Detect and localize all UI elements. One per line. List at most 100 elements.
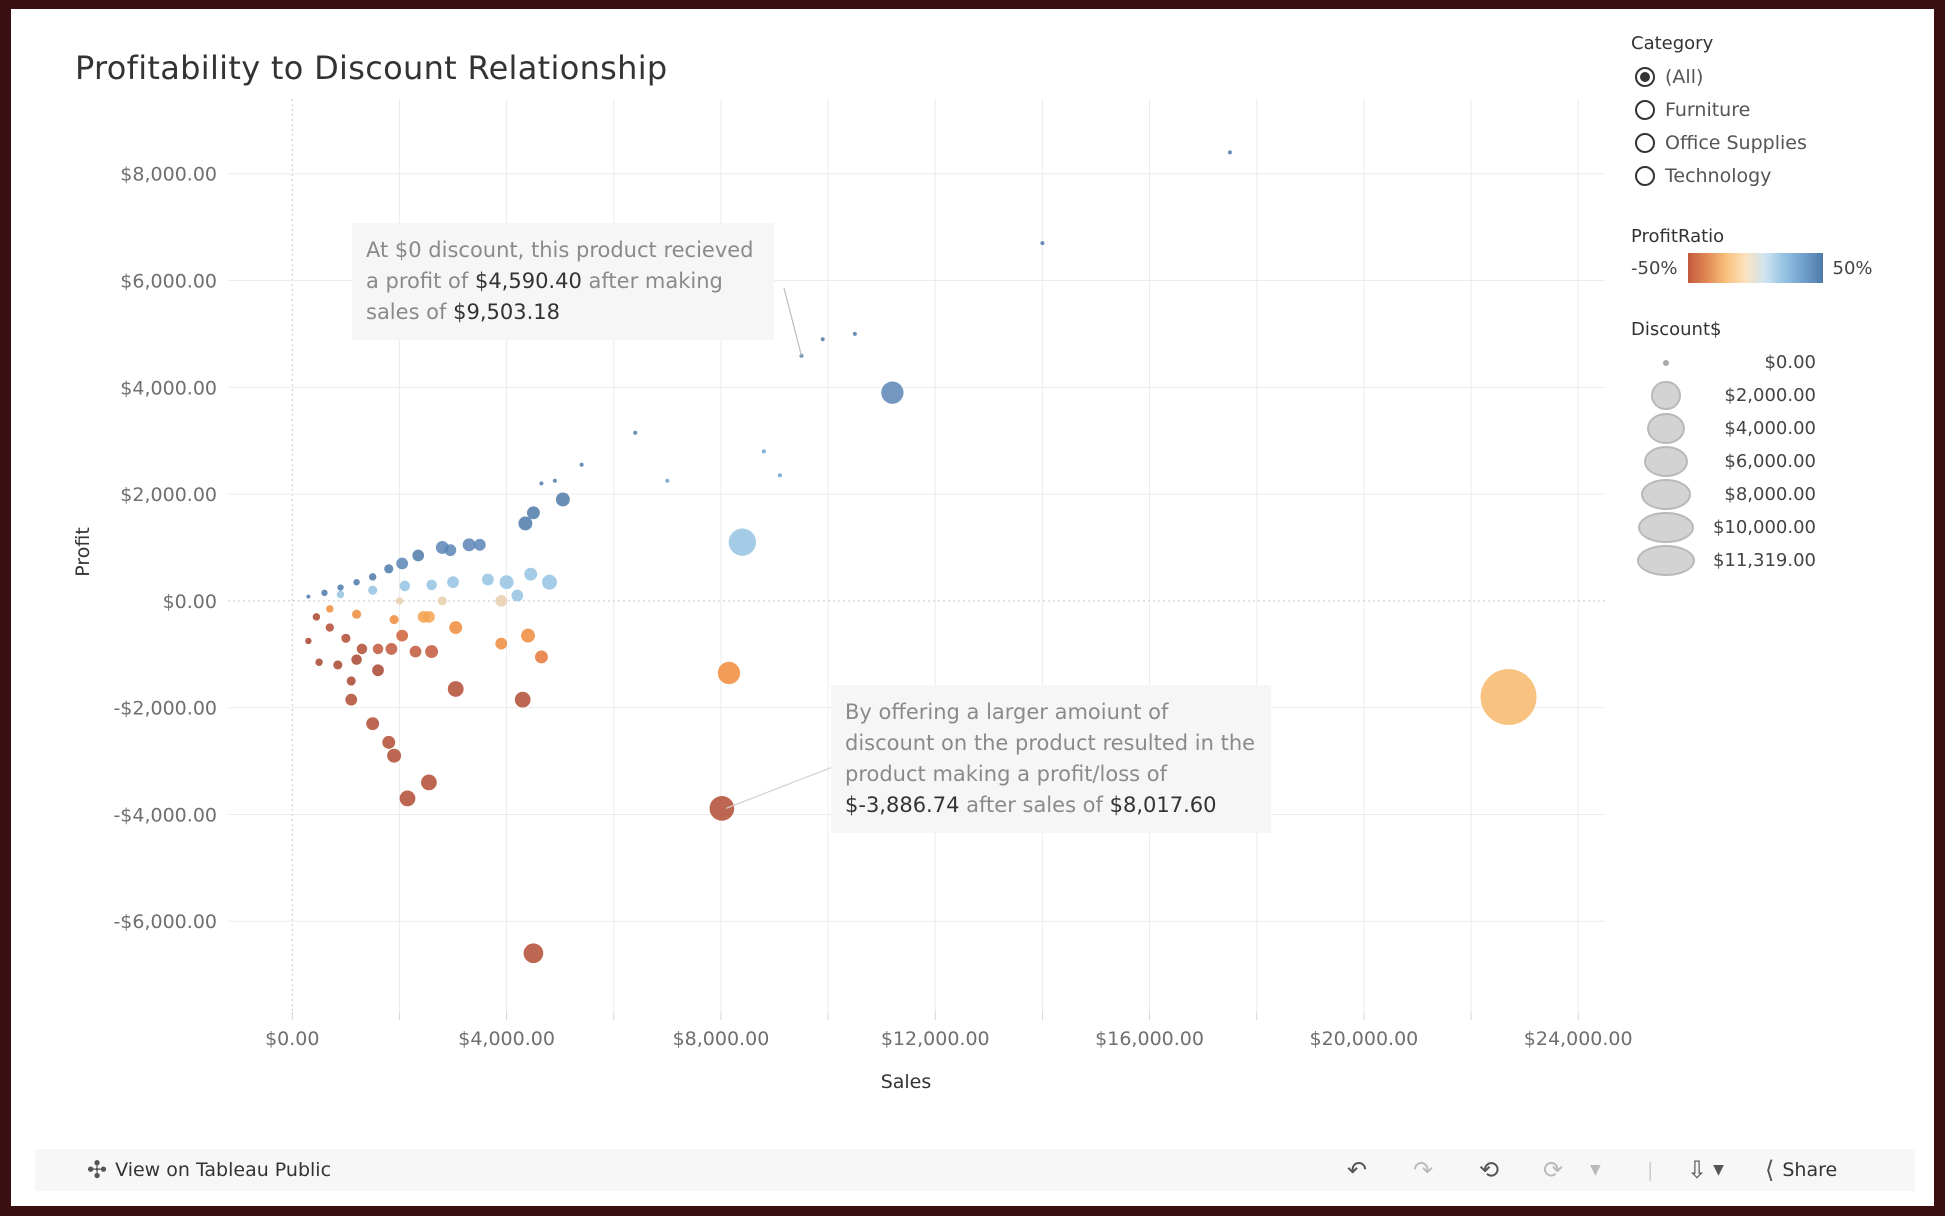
data-point[interactable] [444,544,457,557]
data-point[interactable] [396,629,409,642]
radio-button[interactable] [1635,66,1655,87]
data-point[interactable] [352,609,362,619]
data-point[interactable] [709,796,735,821]
data-point[interactable] [346,676,356,686]
data-point[interactable] [417,611,430,623]
data-point[interactable] [351,654,362,665]
data-point[interactable] [1227,150,1232,155]
data-point[interactable] [368,585,378,595]
data-point[interactable] [534,650,548,664]
data-point[interactable] [449,621,463,635]
radio-button[interactable] [1635,132,1655,153]
pause-menu-button[interactable]: ▼ [1590,1149,1601,1191]
data-point[interactable] [518,516,533,531]
category-option-all[interactable]: (All) [1631,60,1921,93]
data-point[interactable] [366,717,380,731]
data-point[interactable] [372,664,384,677]
data-point[interactable] [499,575,514,590]
data-point[interactable] [728,528,757,556]
data-point[interactable] [321,589,328,597]
data-point[interactable] [421,774,437,791]
data-point[interactable] [539,481,544,486]
data-point[interactable] [326,605,334,613]
data-point[interactable] [399,580,411,592]
data-point[interactable] [437,596,447,606]
size-legend-swatch-cell [1631,380,1701,411]
data-point[interactable] [399,790,416,807]
data-point[interactable] [387,748,402,763]
data-point[interactable] [385,643,398,655]
category-option-furniture[interactable]: Furniture [1631,93,1921,126]
data-point[interactable] [495,594,508,607]
data-point[interactable] [511,589,524,602]
data-point[interactable] [447,576,459,589]
data-point[interactable] [665,478,670,483]
refresh-button[interactable]: ⟳ [1543,1149,1563,1191]
data-point[interactable] [426,579,437,591]
data-point[interactable] [633,430,638,435]
view-on-tableau-public-button[interactable]: ✣ View on Tableau Public [87,1149,331,1191]
data-point[interactable] [312,613,321,621]
data-point[interactable] [523,943,544,964]
data-point[interactable] [524,567,538,581]
y-tick-label: $2,000.00 [120,484,217,506]
category-filter-title: Category [1631,33,1714,54]
redo-button[interactable]: ↷ [1413,1149,1433,1191]
data-point[interactable] [384,564,394,574]
size-legend-label: $10,000.00 [1712,517,1816,538]
data-point[interactable] [372,643,384,655]
data-point[interactable] [542,574,557,590]
data-point[interactable] [555,492,570,507]
data-point[interactable] [395,597,404,605]
download-button[interactable]: ⇩ ▼ [1687,1149,1724,1191]
data-point[interactable] [353,578,360,586]
data-point[interactable] [761,449,766,454]
data-point[interactable] [473,538,486,551]
data-point[interactable] [382,735,396,749]
category-option-technology[interactable]: Technology [1631,159,1921,192]
x-tick-label: $4,000.00 [458,1028,555,1050]
data-point[interactable] [717,661,741,685]
data-point[interactable] [526,506,540,520]
data-point[interactable] [1040,241,1045,246]
data-point[interactable] [409,645,422,658]
annotation-leader-line [783,287,803,356]
category-option-office-supplies[interactable]: Office Supplies [1631,126,1921,159]
data-point[interactable] [521,628,536,643]
data-point[interactable] [341,633,351,643]
category-option-label: Technology [1665,164,1772,187]
data-point[interactable] [425,645,439,659]
size-legend-swatch-cell [1631,545,1701,576]
data-point[interactable] [325,623,334,632]
radio-button[interactable] [1635,99,1655,120]
data-point[interactable] [514,691,531,708]
data-point[interactable] [1480,668,1537,725]
data-point[interactable] [852,331,857,336]
data-point[interactable] [412,549,425,562]
data-point[interactable] [881,381,904,404]
data-point[interactable] [820,337,825,342]
revert-button[interactable]: ⟲ [1479,1149,1499,1191]
data-point[interactable] [462,538,476,552]
data-point[interactable] [368,573,377,581]
data-point[interactable] [389,615,399,625]
data-point[interactable] [305,637,312,645]
data-point[interactable] [481,573,494,586]
data-point[interactable] [336,590,345,599]
data-point[interactable] [777,473,782,478]
data-point[interactable] [356,643,368,655]
data-point[interactable] [495,637,508,650]
data-point[interactable] [396,557,409,570]
radio-button[interactable] [1635,165,1655,186]
data-point[interactable] [333,660,343,670]
undo-button[interactable]: ↶ [1347,1149,1367,1191]
data-point[interactable] [345,693,358,706]
data-point[interactable] [306,594,311,599]
share-button[interactable]: ⟨ Share [1765,1149,1837,1191]
data-point[interactable] [447,681,464,697]
data-point[interactable] [552,478,557,483]
annotation-text: after sales of [959,793,1110,817]
data-point[interactable] [315,658,323,667]
data-point[interactable] [579,462,584,467]
data-point[interactable] [337,584,344,591]
